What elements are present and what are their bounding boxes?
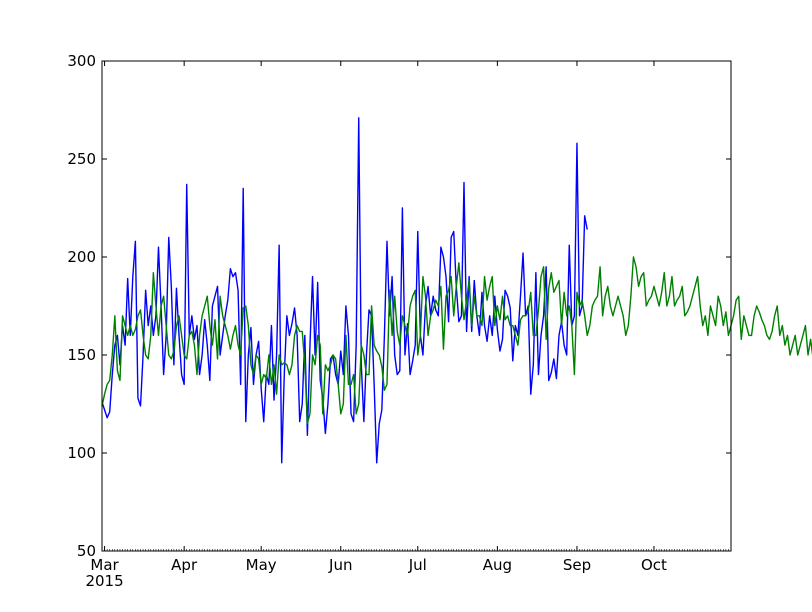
x-tick-label: Apr	[171, 556, 198, 574]
series-line-1	[101, 117, 588, 464]
y-tick-label: 100	[67, 444, 96, 462]
plot-frame	[101, 60, 732, 552]
y-tick-label: 50	[77, 542, 96, 560]
x-tick-label: Jul	[408, 556, 427, 574]
x-tick-label: Mar	[90, 556, 119, 574]
series-layer	[101, 117, 812, 464]
x-tick-label: May	[246, 556, 277, 574]
y-tick-label: 150	[67, 346, 96, 364]
x-tick-label: Aug	[483, 556, 512, 574]
x-tick-label: Oct	[641, 556, 667, 574]
x-tick-sublabel: 2015	[85, 572, 123, 590]
x-tick-label: Sep	[563, 556, 591, 574]
y-tick-label: 200	[67, 248, 96, 266]
series-line-2	[101, 256, 812, 425]
y-tick-label: 300	[67, 52, 96, 70]
y-tick-label: 250	[67, 150, 96, 168]
x-tick-label: Jun	[328, 556, 352, 574]
